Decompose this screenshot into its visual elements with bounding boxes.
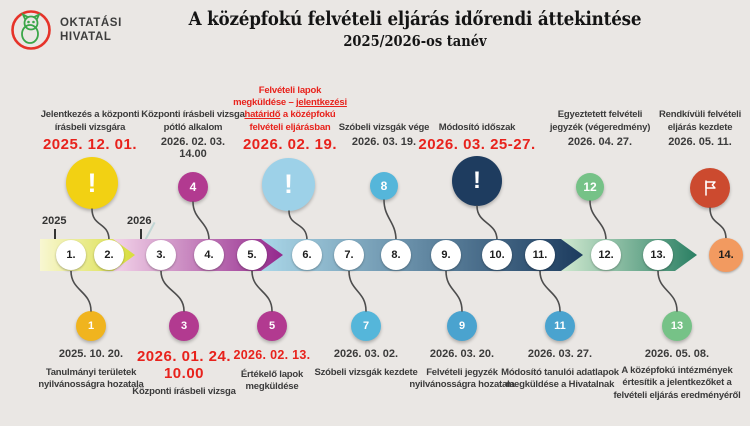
top-event-1-date: 2025. 12. 01. — [42, 136, 138, 153]
bottom-event-2-label: Központi írásbeli vizsga — [132, 386, 236, 397]
top-event-6-badge: 12 — [576, 173, 604, 201]
year-label-2025: 2025 — [42, 215, 67, 227]
label-part: a középfokú felvételi eljárásban — [249, 109, 336, 133]
timeline-step-2: 2. — [94, 240, 124, 270]
date-line2: 14.00 — [179, 148, 207, 160]
top-event-6-label: Egyeztetett felvételi jegyzék (végeredmé… — [549, 109, 651, 133]
timeline-step-10: 10. — [482, 240, 512, 270]
top-event-7-label: Rendkívüli felvételi eljárás kezdete — [658, 109, 742, 133]
bottom-event-7: 2026. 05. 08. A középfokú intézmények ér… — [613, 348, 741, 402]
timeline-step-13: 13. — [643, 240, 673, 270]
bottom-event-7-badge: 13 — [662, 311, 692, 341]
date-line1: 2026. 01. 24. — [136, 348, 232, 365]
org-name-line1: OKTATÁSI — [60, 16, 122, 29]
top-event-3-badge: ! — [262, 158, 315, 211]
timeline-step-7: 7. — [334, 240, 364, 270]
bottom-event-4-badge: 7 — [351, 311, 381, 341]
bottom-event-6-date: 2026. 03. 27. — [527, 348, 593, 360]
top-event-5-date: 2026. 03. 25-27. — [418, 136, 536, 153]
timeline-step-14: 14. — [709, 238, 743, 272]
top-event-3-label: Felvételi lapok megküldése – jelentkezés… — [232, 56, 348, 134]
org-name: OKTATÁSI HIVATAL — [60, 16, 122, 45]
top-event-6-date: 2026. 04. 27. — [567, 136, 633, 148]
top-event-2-date: 2026. 02. 03. 14.00 — [139, 136, 247, 160]
bottom-event-5-label: Felvételi jegyzék nyilvánosságra hozatal… — [409, 367, 515, 391]
timeline-step-9: 9. — [431, 240, 461, 270]
bottom-event-6-badge: 11 — [545, 311, 575, 341]
bottom-event-3-label: Értékelő lapok megküldése — [240, 369, 304, 393]
bottom-event-6: 2026. 03. 27. Módosító tanulói adatlapok… — [500, 348, 620, 392]
timeline-step-11: 11. — [525, 240, 555, 270]
top-event-1-label: Jelentkezés a központi írásbeli vizsgára — [40, 109, 140, 133]
bottom-event-5-badge: 9 — [447, 311, 477, 341]
top-event-2-badge: 4 — [178, 172, 208, 202]
top-event-7-date: 2026. 05. 11. — [668, 136, 732, 148]
bottom-event-1-date: 2025. 10. 20. — [58, 348, 124, 360]
bottom-event-5-date: 2026. 03. 20. — [429, 348, 495, 360]
bottom-event-1: 2025. 10. 20. Tanulmányi területek nyilv… — [35, 348, 147, 392]
org-logo: OKTATÁSI HIVATAL — [10, 9, 122, 51]
bottom-event-3: 2026. 02. 13. Értékelő lapok megküldése — [216, 348, 328, 394]
timeline-step-6: 6. — [292, 240, 322, 270]
top-event-4-date: 2026. 03. 19. — [351, 136, 417, 148]
timeline-step-4: 4. — [194, 240, 224, 270]
timeline-segment-green — [561, 239, 697, 271]
page-title: A középfokú felvételi eljárás időrendi á… — [188, 8, 642, 30]
top-event-3-date: 2026. 02. 19. — [242, 136, 338, 153]
year-tick-2025 — [54, 229, 56, 239]
bottom-event-4-date: 2026. 03. 02. — [333, 348, 399, 360]
bottom-event-3-badge: 5 — [257, 311, 287, 341]
owl-logo-icon — [11, 10, 51, 50]
bottom-event-2-badge: 3 — [169, 311, 199, 341]
date-line2: 10.00 — [163, 365, 205, 382]
bottom-event-1-badge: 1 — [76, 311, 106, 341]
org-name-line2: HIVATAL — [60, 31, 112, 43]
timeline-step-12: 12. — [591, 240, 621, 270]
date-line1: 2026. 02. 03. — [160, 136, 226, 148]
top-event-3-label-text: Felvételi lapok megküldése – jelentkezés… — [232, 85, 348, 134]
bottom-event-5: 2026. 03. 20. Felvételi jegyzék nyilváno… — [406, 348, 518, 392]
bottom-event-2: 2026. 01. 24. 10.00 Központi írásbeli vi… — [130, 348, 238, 398]
title-block: A középfokú felvételi eljárás időrendi á… — [100, 8, 730, 50]
timeline-step-5: 5. — [237, 240, 267, 270]
bottom-event-7-label: A középfokú intézmények értesítik a jele… — [613, 365, 741, 401]
top-event-5-badge: ! — [452, 156, 502, 206]
timeline-step-8: 8. — [381, 240, 411, 270]
bottom-event-2-date: 2026. 01. 24. 10.00 — [137, 348, 231, 382]
top-event-1-badge: ! — [66, 157, 118, 209]
label-part: Felvételi lapok megküldése – — [233, 84, 322, 108]
label-underlined-part: jelentkezési határidő — [244, 96, 347, 121]
top-event-2-label: Központi írásbeli vizsga pótló alkalom — [141, 109, 245, 133]
year-label-2026: 2026 — [127, 215, 152, 227]
timeline-step-1: 1. — [56, 240, 86, 270]
bottom-event-4-label: Szóbeli vizsgák kezdete — [314, 367, 418, 378]
bottom-event-3-date: 2026. 02. 13. — [233, 348, 311, 362]
top-event-5-label: Módosító időszak — [438, 121, 516, 133]
bottom-event-4: 2026. 03. 02. Szóbeli vizsgák kezdete — [310, 348, 422, 379]
timeline-step-3: 3. — [146, 240, 176, 270]
top-event-4-label: Szóbeli vizsgák vége — [338, 121, 430, 133]
top-event-4-badge: 8 — [370, 172, 398, 200]
bottom-event-7-date: 2026. 05. 08. — [644, 348, 710, 360]
bottom-event-1-label: Tanulmányi területek nyilvánosságra hoza… — [38, 367, 144, 391]
year-tick-2026 — [140, 229, 142, 239]
page-subtitle: 2025/2026-os tanév — [343, 33, 487, 50]
top-event-7-badge — [690, 168, 730, 208]
flag-icon — [705, 180, 716, 196]
bottom-event-6-label: Módosító tanulói adatlapok megküldése a … — [501, 367, 619, 391]
